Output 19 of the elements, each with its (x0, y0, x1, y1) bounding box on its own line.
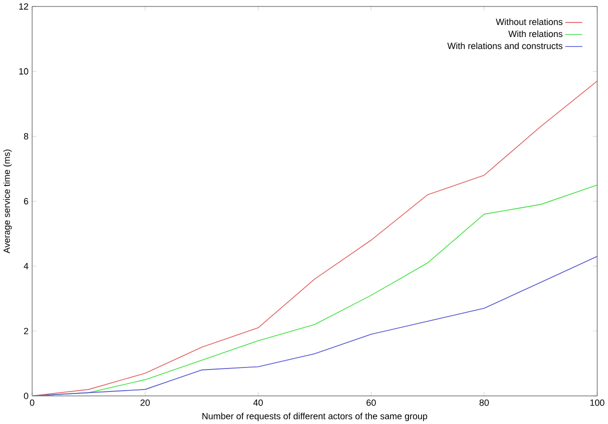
legend-label: With relations (508, 30, 562, 37)
x-tick-label: 0 (30, 399, 34, 406)
x-tick-label: 60 (366, 399, 376, 406)
y-tick-label: 8 (24, 132, 28, 140)
y-tick-label: 0 (24, 392, 28, 399)
y-tick-label: 12 (19, 3, 28, 10)
y-axis-title: Average service time (ms) (3, 149, 12, 254)
y-tick-label: 4 (24, 262, 28, 269)
y-tick-label: 10 (19, 68, 28, 74)
y-tick-label: 2 (24, 328, 28, 334)
legend-label: Without relations (496, 18, 562, 25)
x-tick-label: 100 (590, 399, 604, 406)
legend-label: With relations and constructs (447, 42, 562, 49)
line-series (32, 80, 598, 396)
x-tick-label: 80 (480, 399, 489, 406)
x-tick-label: 20 (140, 399, 150, 406)
y-tick-label: 6 (24, 198, 28, 204)
x-tick-label: 40 (253, 399, 263, 406)
x-axis-title: Number of requests of different actors of the same group (202, 412, 428, 421)
